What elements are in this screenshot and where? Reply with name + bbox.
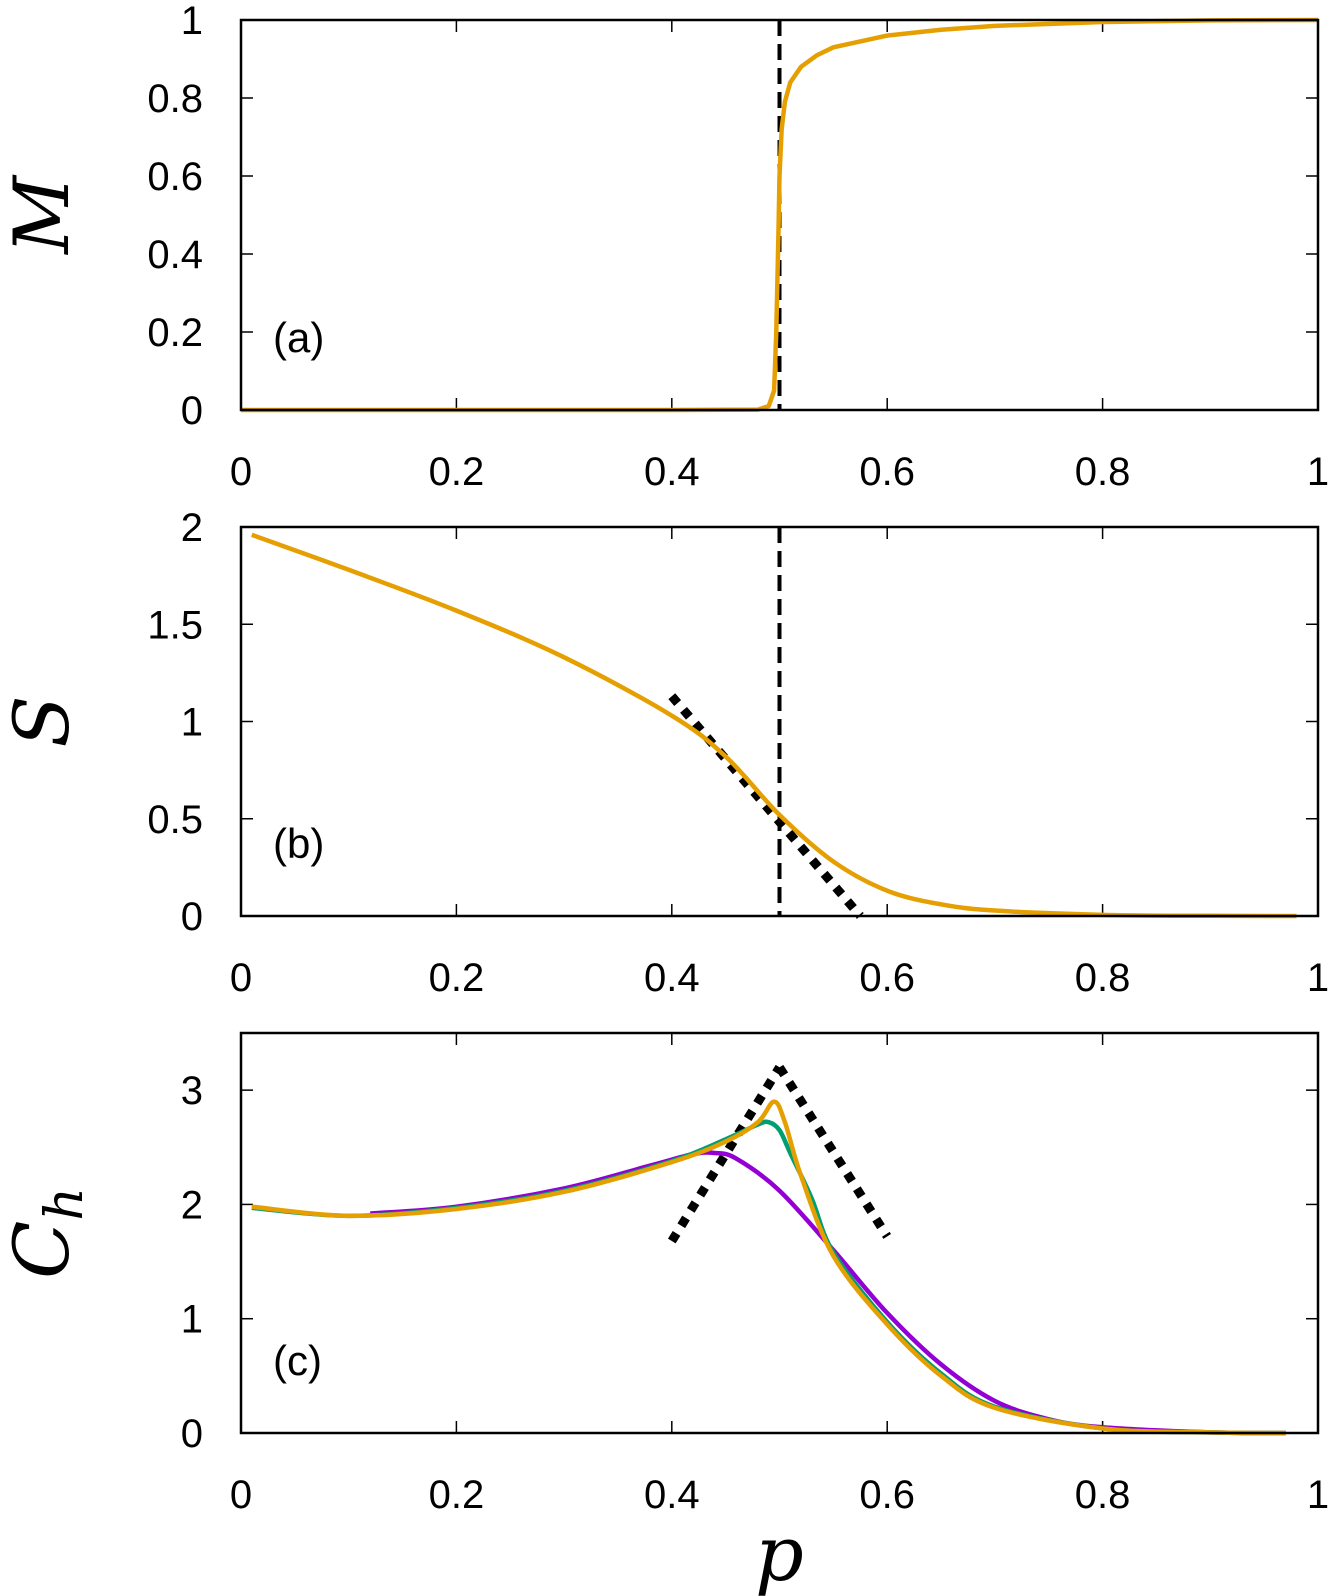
x-tick-label: 0.6 [859, 1473, 915, 1517]
x-tick-label: 0.4 [644, 450, 700, 494]
x-tick-label: 0 [230, 956, 252, 1000]
y-tick-label: 0 [181, 1412, 203, 1456]
series-line-0 [241, 17, 1319, 413]
y-tick-label: 0.4 [147, 233, 203, 277]
x-tick-label: 0.4 [644, 1473, 700, 1517]
x-tick-label: 1 [1307, 1473, 1329, 1517]
series-line-2 [251, 1099, 1286, 1436]
y-tick-label: 2 [181, 1183, 203, 1227]
x-tick-label: 0.6 [859, 956, 915, 1000]
y-tick-label: 0.8 [147, 77, 203, 121]
y-axis-label: S [0, 695, 86, 747]
panel-label: (c) [273, 1337, 322, 1384]
y-tick-label: 1.5 [147, 603, 203, 647]
x-tick-label: 0.8 [1075, 1473, 1131, 1517]
panel-label: (a) [273, 314, 324, 361]
panel-b: 0 0.2 0.4 0.6 0.8 1 0 0.5 1 1.5 2 (b) S [0, 506, 1329, 1000]
power-law-guide-line [668, 693, 864, 919]
x-tick-label: 1 [1307, 956, 1329, 1000]
x-axis-label: p [755, 1509, 804, 1596]
y-axis-label-subscript: h [35, 1187, 95, 1221]
y-axis-label-main: C [0, 1221, 86, 1279]
y-tick-label: 0.5 [147, 798, 203, 842]
x-tick-label: 0.8 [1075, 450, 1131, 494]
panel-label: (b) [273, 820, 324, 867]
x-tick-label: 0 [230, 450, 252, 494]
panel-a: 0 0.2 0.4 0.6 0.8 1 0 0.2 0.4 0.6 0.8 1 (a) M [0, 0, 1329, 494]
x-tick-label: 0 [230, 1473, 252, 1517]
x-tick-label: 1 [1307, 450, 1329, 494]
power-law-guide-line [775, 1064, 891, 1239]
plot-frame [239, 525, 1320, 918]
y-tick-label: 1 [181, 1298, 203, 1342]
x-tick-label: 0.4 [644, 956, 700, 1000]
x-tick-label: 0.2 [429, 956, 485, 1000]
y-axis-label-main: M [0, 174, 86, 256]
panel-c: 0 0.2 0.4 0.6 0.8 1 0 1 2 3 (c) Ch p [0, 1031, 1329, 1596]
series-line-0 [370, 1150, 1286, 1436]
y-tick-label: 3 [181, 1069, 203, 1113]
y-tick-label: 0.6 [147, 155, 203, 199]
y-axis-label: M [0, 174, 86, 256]
y-tick-label: 0 [181, 389, 203, 433]
plot-frame [239, 18, 1320, 412]
y-tick-label: 1 [181, 701, 203, 745]
series-line-0 [251, 532, 1297, 919]
y-tick-label: 1 [181, 0, 203, 43]
x-tick-label: 0.2 [429, 1473, 485, 1517]
y-tick-label: 0.2 [147, 311, 203, 355]
y-tick-label: 2 [181, 506, 203, 550]
y-tick-label: 0 [181, 895, 203, 939]
x-tick-label: 0.8 [1075, 956, 1131, 1000]
series-line-1 [251, 1119, 1286, 1436]
x-tick-label: 0.6 [859, 450, 915, 494]
power-law-guide-line [667, 1064, 784, 1244]
x-tick-label: 0.2 [429, 450, 485, 494]
y-axis-label: Ch [0, 1187, 95, 1279]
plot-frame [239, 1031, 1320, 1435]
y-axis-label-main: S [0, 695, 86, 747]
